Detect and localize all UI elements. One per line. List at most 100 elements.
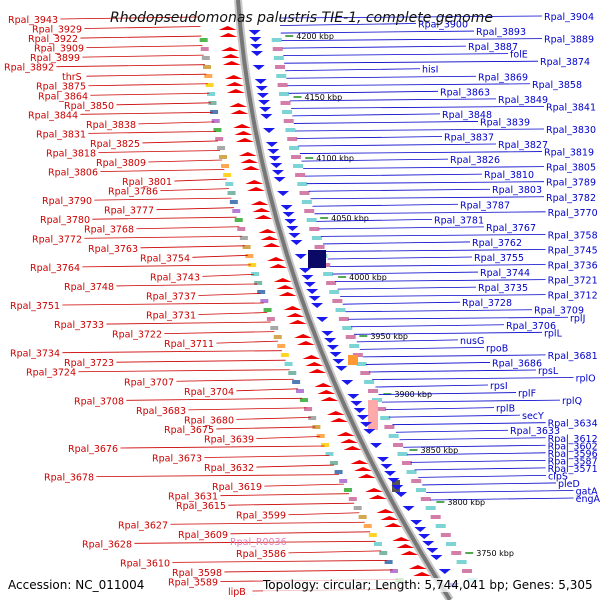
- right-gene-label: engA: [576, 494, 600, 505]
- feature-block: [204, 74, 213, 78]
- reverse-gene-arrow: [422, 541, 435, 546]
- reverse-gene-arrow: [414, 527, 427, 532]
- left-gene-label: Rpal_3627: [118, 520, 168, 531]
- reverse-gene-arrow: [380, 464, 393, 469]
- forward-strand-genes: [218, 26, 432, 576]
- left-leader-line: [148, 159, 223, 163]
- feature-block: [363, 524, 372, 528]
- feature-block: [291, 155, 302, 159]
- forward-gene-arrow: [219, 33, 238, 37]
- forward-gene-arrow: [245, 180, 264, 184]
- reverse-gene-arrow: [324, 338, 337, 343]
- reverse-gene-arrow: [299, 268, 312, 273]
- left-gene-label: Rpal_3599: [236, 511, 286, 522]
- left-leader-line: [138, 121, 215, 125]
- feature-block: [301, 200, 312, 204]
- left-gene-label: Rpal_3675: [164, 425, 214, 436]
- left-leader-line: [156, 207, 234, 211]
- left-gene-label: lipB: [228, 587, 246, 598]
- right-gene-label: nusG: [460, 336, 484, 347]
- right-leader-line: [279, 15, 543, 19]
- left-gene-label: Rpal_3724: [26, 368, 76, 379]
- right-leader-line: [385, 407, 495, 411]
- feature-block: [217, 146, 226, 150]
- feature-block: [384, 560, 393, 564]
- feature-block: [445, 542, 456, 546]
- feature-block: [277, 83, 288, 87]
- feature-block: [393, 443, 404, 447]
- right-gene-label: Rpal_3706: [506, 321, 556, 332]
- left-gene-label: Rpal_3733: [54, 320, 104, 331]
- right-gene-label: Rpal_3893: [476, 27, 526, 38]
- forward-gene-arrow: [314, 383, 333, 387]
- right-gene-label: Rpal_3596: [548, 449, 598, 460]
- feature-block: [299, 191, 310, 195]
- feature-block: [287, 137, 298, 141]
- forward-gene-arrow: [317, 390, 336, 394]
- left-gene-label: Rpal_3680: [184, 415, 234, 426]
- right-leader-line: [306, 181, 545, 185]
- forward-gene-arrow: [343, 446, 362, 450]
- feature-block: [425, 506, 436, 510]
- reverse-gene-arrow: [267, 149, 280, 154]
- left-gene-label: Rpal_3598: [172, 568, 222, 579]
- feature-block: [280, 101, 291, 105]
- right-gene-label: Rpal_3686: [492, 358, 542, 369]
- forward-gene-arrow: [396, 544, 415, 548]
- left-leader-line: [236, 417, 311, 420]
- right-gene-label: rplO: [576, 374, 596, 385]
- feature-block: [215, 137, 224, 141]
- right-gene-label: Rpal_3681: [548, 351, 598, 362]
- right-leader-line: [304, 173, 483, 177]
- right-leader-line: [301, 158, 449, 162]
- right-leader-line: [281, 38, 543, 41]
- left-leader-line: [136, 226, 240, 230]
- forward-gene-arrow: [241, 166, 260, 170]
- reverse-gene-arrow: [335, 366, 348, 371]
- feature-block: [314, 245, 325, 249]
- forward-gene-arrow: [368, 495, 387, 499]
- right-leader-line: [365, 362, 491, 365]
- left-leader-line: [256, 464, 335, 468]
- feature-block: [200, 47, 209, 51]
- feature-block: [251, 272, 260, 276]
- left-gene-label: Rpal_3676: [68, 444, 118, 455]
- right-gene-label: Rpal_3863: [440, 87, 490, 98]
- forward-gene-arrow: [400, 551, 419, 555]
- right-leader-line: [287, 83, 531, 87]
- feature-block: [279, 92, 290, 96]
- feature-block: [334, 470, 343, 474]
- reverse-gene-arrow: [250, 44, 263, 49]
- left-leader-line: [140, 245, 245, 249]
- left-gene-label: Rpal_3844: [28, 110, 78, 121]
- kbp-tick-label: 3900 kbp: [394, 390, 432, 399]
- reverse-gene-arrow: [294, 254, 307, 259]
- feature-block: [364, 380, 375, 384]
- left-leader-line: [86, 45, 203, 48]
- right-gene-label: rplQ: [562, 396, 582, 407]
- reverse-strand-genes: [248, 30, 460, 588]
- right-leader-line: [418, 475, 547, 478]
- right-gene-label: Rpal_3904: [544, 12, 594, 23]
- kbp-tick-label: 3950 kbp: [370, 332, 408, 341]
- reverse-gene-arrow: [311, 303, 324, 308]
- forward-gene-arrow: [269, 264, 288, 268]
- reverse-gene-arrow: [347, 394, 360, 399]
- right-leader-line: [399, 437, 546, 441]
- feature-block: [420, 497, 431, 501]
- feature-block: [248, 263, 257, 267]
- forward-gene-arrow: [336, 432, 355, 436]
- right-gene-label: rplJ: [570, 313, 585, 324]
- left-leader-line: [92, 216, 237, 220]
- right-leader-line: [388, 414, 521, 418]
- feature-block: [384, 425, 395, 429]
- feature-block: [237, 227, 246, 231]
- right-leader-line: [378, 392, 517, 395]
- feature-block: [308, 250, 326, 268]
- feature-block: [277, 344, 286, 348]
- right-gene-label: Rpal_3571: [548, 464, 598, 475]
- right-leader-line: [310, 196, 545, 200]
- right-gene-label: Rpal_3633: [510, 426, 560, 437]
- reverse-gene-arrow: [303, 282, 316, 287]
- right-leader-line: [334, 279, 546, 282]
